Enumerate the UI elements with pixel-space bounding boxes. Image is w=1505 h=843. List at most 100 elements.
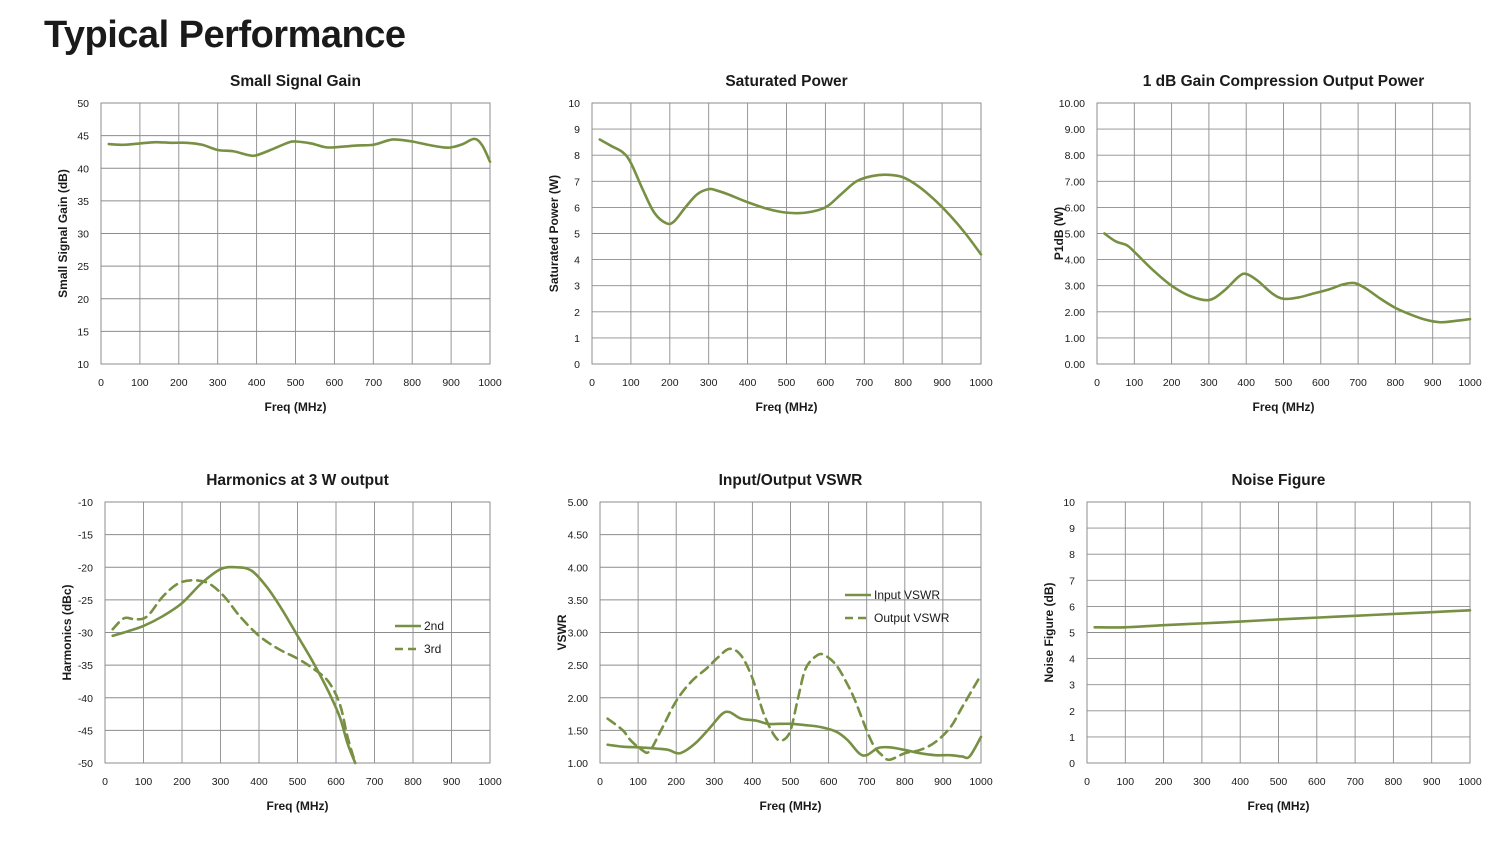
series-line-0 bbox=[1093, 609, 1472, 629]
x-tick-label: 100 bbox=[1126, 377, 1144, 389]
x-tick-label: 1000 bbox=[969, 377, 993, 389]
y-tick-label: 4.50 bbox=[568, 530, 589, 542]
x-tick-label: 900 bbox=[1423, 776, 1441, 788]
y-tick-label: 5 bbox=[574, 229, 580, 241]
chart-harmonics: Harmonics at 3 W output 0 100 200 300 400 500 6… bbox=[60, 472, 502, 813]
x-tick-label: 200 bbox=[1163, 377, 1181, 389]
series-line-output-vswr bbox=[606, 647, 983, 762]
y-tick-label: 4 bbox=[1069, 654, 1075, 666]
y-tick-label: 9 bbox=[1069, 523, 1075, 535]
x-axis-label: Freq (MHz) bbox=[267, 799, 329, 813]
y-tick-label: 0 bbox=[1069, 758, 1075, 770]
chart-vswr: Input/Output VSWR 0 100 200 300 400 500 600 700 8… bbox=[555, 472, 993, 813]
chart-p1db: 1 dB Gain Compression Output Power 0 100 20… bbox=[1052, 73, 1482, 414]
y-tick-label: 8 bbox=[1069, 549, 1075, 561]
y-tick-label: 5.00 bbox=[568, 497, 589, 509]
chart-title: Noise Figure bbox=[1232, 472, 1326, 489]
y-tick-label: 0.00 bbox=[1065, 359, 1086, 371]
series-line-0 bbox=[1103, 232, 1472, 324]
x-tick-label: 600 bbox=[820, 776, 838, 788]
x-tick-label: 0 bbox=[597, 776, 603, 788]
x-tick-label: 200 bbox=[1155, 776, 1173, 788]
y-tick-label: 20 bbox=[77, 294, 89, 306]
x-tick-label: 700 bbox=[1346, 776, 1364, 788]
plot-frame bbox=[1086, 501, 1471, 764]
y-tick-label: -45 bbox=[78, 725, 93, 737]
y-tick-label: 15 bbox=[77, 326, 89, 338]
plot-frame bbox=[591, 102, 982, 365]
x-tick-label: 600 bbox=[327, 776, 345, 788]
y-tick-label: -20 bbox=[78, 562, 93, 574]
legend-label: Output VSWR bbox=[874, 611, 950, 625]
y-tick-label: 1.00 bbox=[1065, 333, 1086, 345]
y-tick-label: 2.00 bbox=[1065, 307, 1086, 319]
series-line-0 bbox=[107, 137, 492, 164]
y-tick-label: -35 bbox=[78, 660, 93, 672]
y-axis-label: Small Signal Gain (dB) bbox=[56, 169, 70, 298]
y-axis-label: VSWR bbox=[555, 614, 569, 650]
y-tick-label: 2.00 bbox=[568, 693, 589, 705]
y-tick-label: 8.00 bbox=[1065, 150, 1086, 162]
chart-title: Saturated Power bbox=[725, 73, 847, 90]
x-tick-label: 800 bbox=[894, 377, 912, 389]
legend-label: 2nd bbox=[424, 619, 444, 633]
x-tick-label: 100 bbox=[135, 776, 153, 788]
x-tick-label: 800 bbox=[404, 776, 422, 788]
x-tick-label: 600 bbox=[1312, 377, 1330, 389]
x-tick-label: 400 bbox=[248, 377, 266, 389]
y-tick-label: 6 bbox=[1069, 601, 1075, 613]
x-tick-label: 800 bbox=[1385, 776, 1403, 788]
x-tick-label: 900 bbox=[442, 377, 460, 389]
y-axis-label: Noise Figure (dB) bbox=[1042, 582, 1056, 682]
y-tick-label: 25 bbox=[77, 261, 89, 273]
x-tick-label: 100 bbox=[622, 377, 640, 389]
y-tick-label: 3 bbox=[1069, 680, 1075, 692]
plot-frame bbox=[100, 102, 491, 365]
x-axis-label: Freq (MHz) bbox=[760, 799, 822, 813]
x-tick-label: 900 bbox=[1424, 377, 1442, 389]
x-tick-label: 1000 bbox=[478, 377, 502, 389]
x-axis-label: Freq (MHz) bbox=[265, 400, 327, 414]
x-tick-label: 600 bbox=[326, 377, 344, 389]
legend: 2nd 3rd bbox=[395, 619, 444, 656]
x-tick-label: 200 bbox=[173, 776, 191, 788]
y-tick-label: 40 bbox=[77, 163, 89, 175]
y-tick-label: 9.00 bbox=[1065, 124, 1086, 136]
y-tick-label: 1 bbox=[574, 333, 580, 345]
x-tick-label: 1000 bbox=[1458, 776, 1482, 788]
x-tick-label: 300 bbox=[209, 377, 227, 389]
chart-title: Input/Output VSWR bbox=[719, 472, 863, 489]
x-tick-label: 0 bbox=[589, 377, 595, 389]
y-tick-label: 10.00 bbox=[1059, 98, 1085, 110]
y-tick-label: -25 bbox=[78, 595, 93, 607]
x-tick-label: 300 bbox=[1193, 776, 1211, 788]
x-tick-label: 0 bbox=[1094, 377, 1100, 389]
x-tick-label: 300 bbox=[212, 776, 230, 788]
x-tick-label: 0 bbox=[1084, 776, 1090, 788]
x-tick-label: 500 bbox=[778, 377, 796, 389]
x-tick-label: 700 bbox=[858, 776, 876, 788]
x-tick-label: 400 bbox=[1231, 776, 1249, 788]
x-tick-label: 800 bbox=[896, 776, 914, 788]
legend-label: Input VSWR bbox=[874, 588, 940, 602]
plot-frame bbox=[1096, 102, 1471, 365]
y-tick-label: 10 bbox=[1063, 497, 1075, 509]
series-line-0 bbox=[598, 138, 983, 256]
y-tick-label: -50 bbox=[78, 758, 93, 770]
x-tick-label: 400 bbox=[744, 776, 762, 788]
x-tick-label: 0 bbox=[102, 776, 108, 788]
x-tick-label: 900 bbox=[443, 776, 461, 788]
x-tick-label: 500 bbox=[1275, 377, 1293, 389]
y-tick-label: 3.50 bbox=[568, 595, 589, 607]
y-tick-label: 1 bbox=[1069, 732, 1075, 744]
y-tick-label: 4 bbox=[574, 255, 580, 267]
series-line-2nd bbox=[111, 565, 357, 765]
y-tick-label: -30 bbox=[78, 628, 93, 640]
x-tick-label: 700 bbox=[1349, 377, 1367, 389]
chart-title: Small Signal Gain bbox=[230, 73, 361, 90]
y-tick-label: 3 bbox=[574, 281, 580, 293]
y-tick-label: 0 bbox=[574, 359, 580, 371]
x-tick-label: 400 bbox=[1237, 377, 1255, 389]
